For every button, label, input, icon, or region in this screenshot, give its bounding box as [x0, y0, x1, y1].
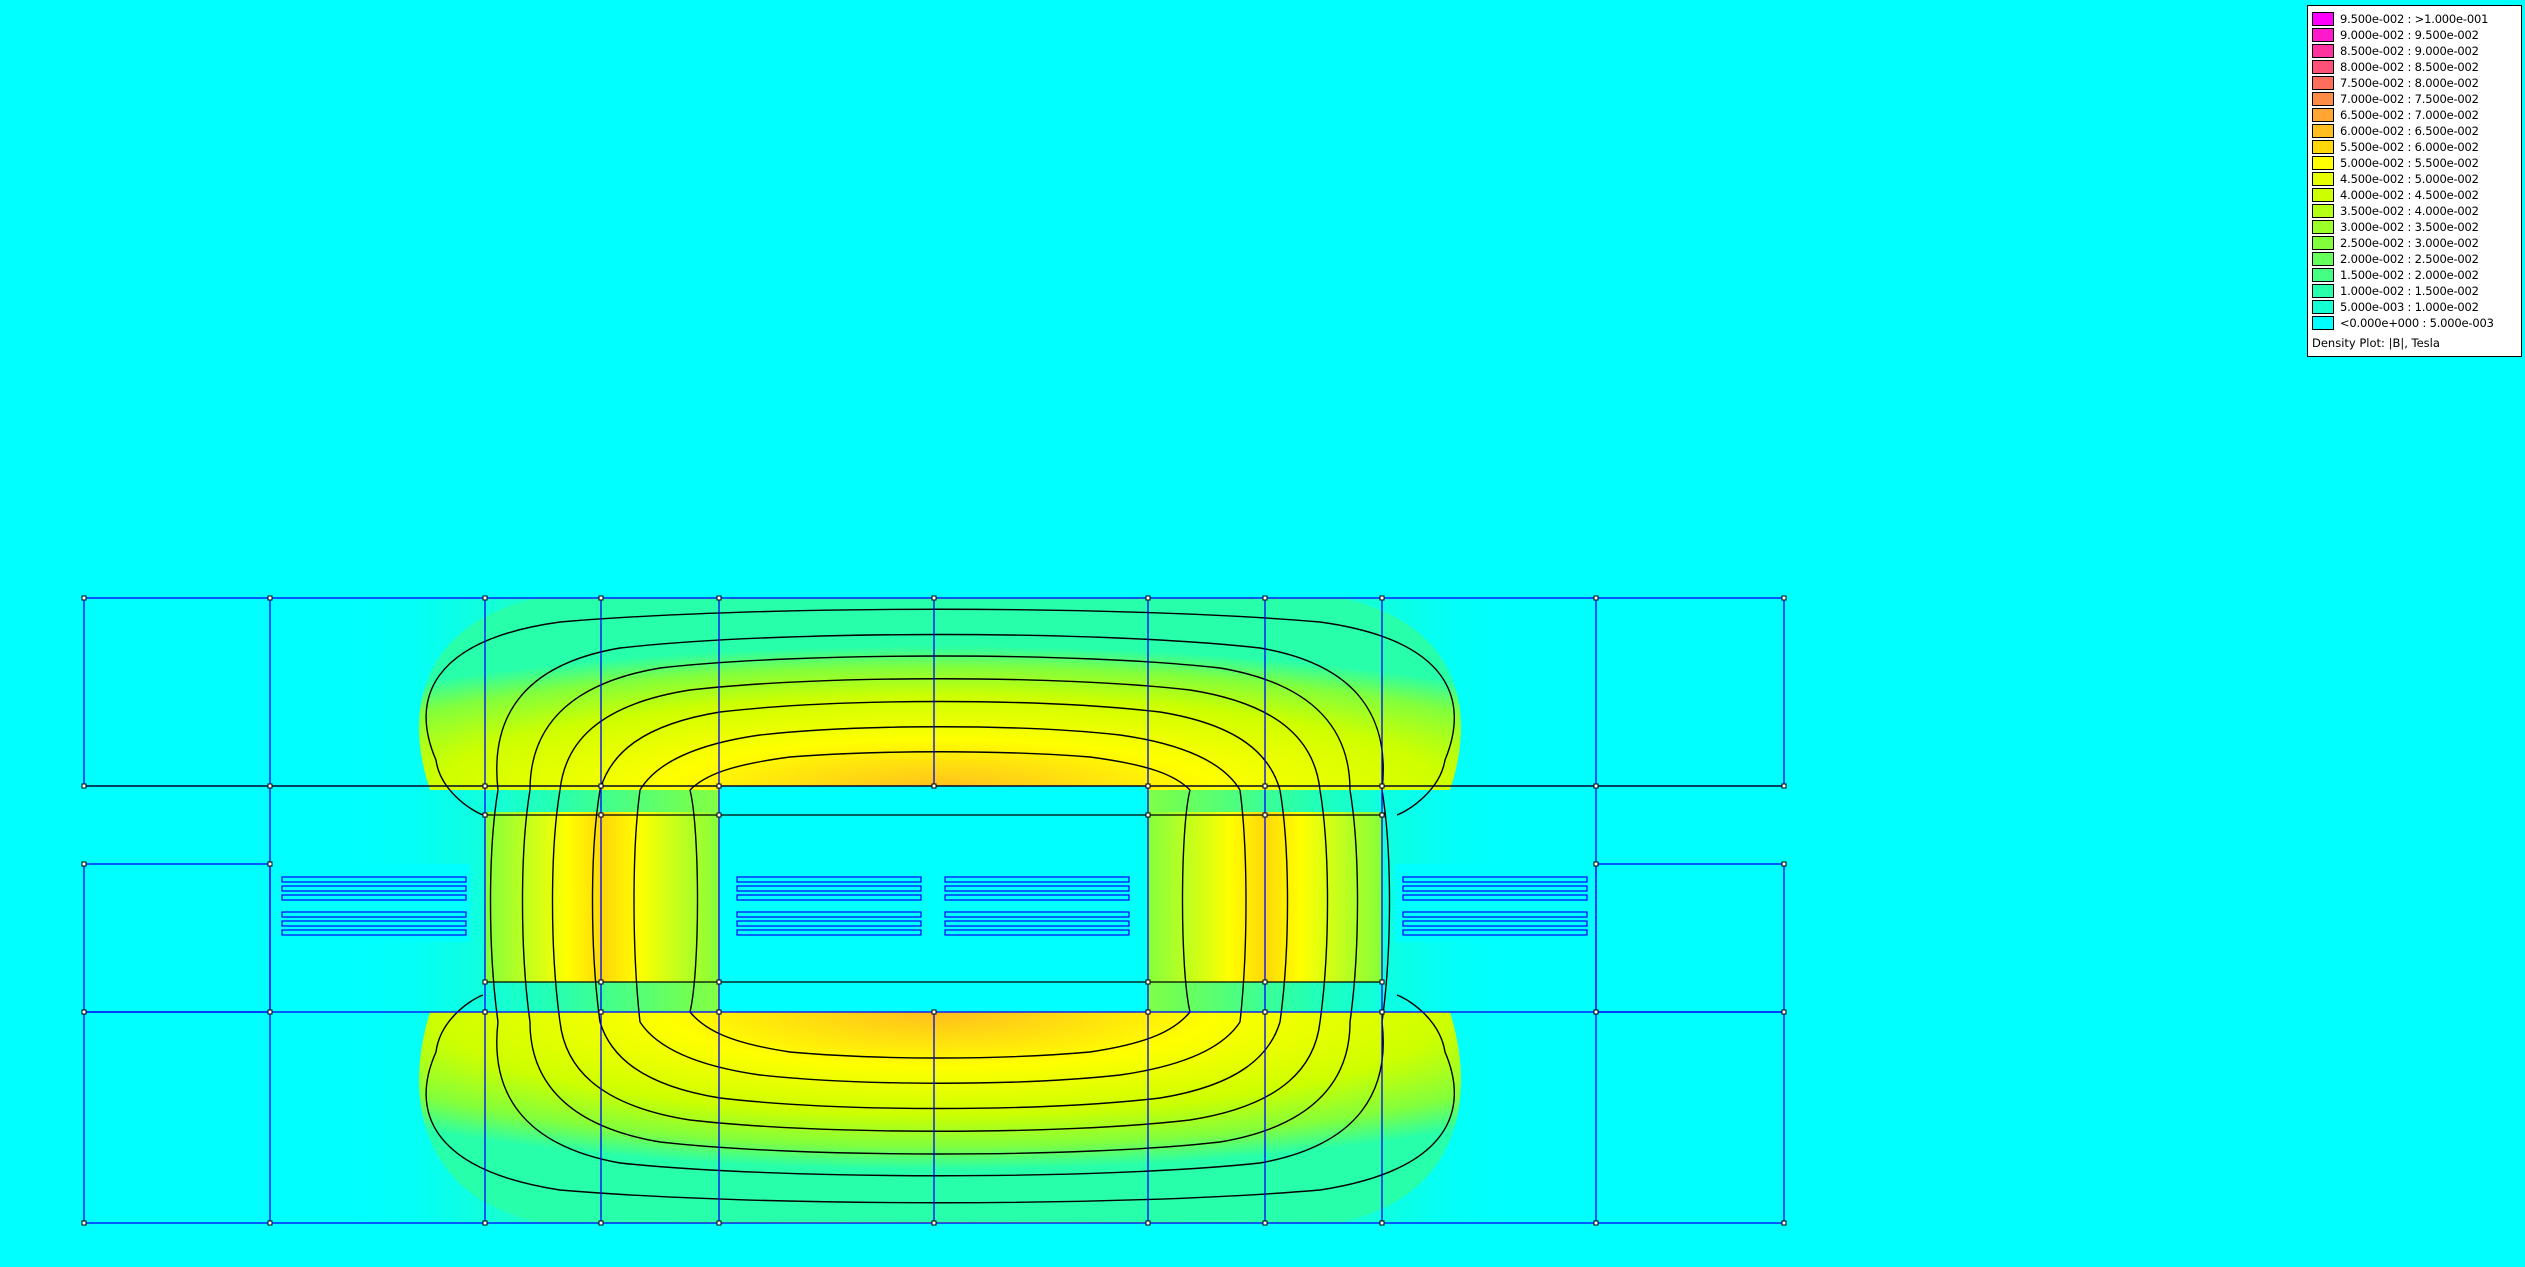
legend-swatch — [2312, 284, 2334, 298]
legend-entry: 6.000e-002 : 6.500e-002 — [2312, 123, 2517, 139]
coil-center-right — [944, 876, 1130, 936]
legend-label: 9.000e-002 : 9.500e-002 — [2340, 28, 2479, 42]
legend-label: 3.000e-002 : 3.500e-002 — [2340, 220, 2479, 234]
legend-label: 6.000e-002 : 6.500e-002 — [2340, 124, 2479, 138]
legend-entry: 6.500e-002 : 7.000e-002 — [2312, 107, 2517, 123]
legend-entry: 2.500e-002 : 3.000e-002 — [2312, 235, 2517, 251]
legend-swatch — [2312, 76, 2334, 90]
legend-label: 8.500e-002 : 9.000e-002 — [2340, 44, 2479, 58]
legend-label: 5.000e-003 : 1.000e-002 — [2340, 300, 2479, 314]
coil-left — [281, 876, 467, 936]
legend-entry: 5.000e-003 : 1.000e-002 — [2312, 299, 2517, 315]
legend-label: 7.500e-002 : 8.000e-002 — [2340, 76, 2479, 90]
legend-swatch — [2312, 188, 2334, 202]
legend-entry: 8.000e-002 : 8.500e-002 — [2312, 59, 2517, 75]
legend-label: <0.000e+000 : 5.000e-003 — [2340, 316, 2494, 330]
legend-entry: <0.000e+000 : 5.000e-003 — [2312, 315, 2517, 331]
legend-label: 4.500e-002 : 5.000e-002 — [2340, 172, 2479, 186]
legend-entry: 1.500e-002 : 2.000e-002 — [2312, 267, 2517, 283]
density-field — [280, 598, 1595, 1223]
legend-entry: 9.500e-002 : >1.000e-001 — [2312, 11, 2517, 27]
legend-entry: 7.000e-002 : 7.500e-002 — [2312, 91, 2517, 107]
density-legend: 9.500e-002 : >1.000e-001 9.000e-002 : 9.5… — [2307, 5, 2522, 357]
coil-windings — [281, 876, 1588, 936]
legend-swatch — [2312, 300, 2334, 314]
legend-swatch — [2312, 236, 2334, 250]
mesh-nodes — [81, 595, 1787, 1226]
legend-swatch — [2312, 140, 2334, 154]
legend-label: 5.500e-002 : 6.000e-002 — [2340, 140, 2479, 154]
legend-entry: 1.000e-002 : 1.500e-002 — [2312, 283, 2517, 299]
legend-entry: 7.500e-002 : 8.000e-002 — [2312, 75, 2517, 91]
legend-entry: 3.000e-002 : 3.500e-002 — [2312, 219, 2517, 235]
legend-label: 1.500e-002 : 2.000e-002 — [2340, 268, 2479, 282]
legend-entry: 5.500e-002 : 6.000e-002 — [2312, 139, 2517, 155]
legend-swatch — [2312, 156, 2334, 170]
legend-swatch — [2312, 12, 2334, 26]
coil-center-left — [736, 876, 922, 936]
flux-contours — [425, 608, 1456, 1204]
legend-label: 2.500e-002 : 3.000e-002 — [2340, 236, 2479, 250]
legend-label: 5.000e-002 : 5.500e-002 — [2340, 156, 2479, 170]
legend-swatch — [2312, 316, 2334, 330]
coil-right — [1402, 876, 1588, 936]
legend-label: 7.000e-002 : 7.500e-002 — [2340, 92, 2479, 106]
legend-swatch — [2312, 92, 2334, 106]
legend-entry: 8.500e-002 : 9.000e-002 — [2312, 43, 2517, 59]
legend-label: 3.500e-002 : 4.000e-002 — [2340, 204, 2479, 218]
legend-label: 2.000e-002 : 2.500e-002 — [2340, 252, 2479, 266]
legend-title: Density Plot: |B|, Tesla — [2312, 336, 2440, 350]
legend-entry: 5.000e-002 : 5.500e-002 — [2312, 155, 2517, 171]
legend-label: 6.500e-002 : 7.000e-002 — [2340, 108, 2479, 122]
legend-swatch — [2312, 204, 2334, 218]
legend-swatch — [2312, 268, 2334, 282]
legend-swatch — [2312, 252, 2334, 266]
legend-entry: 9.000e-002 : 9.500e-002 — [2312, 27, 2517, 43]
legend-label: 1.000e-002 : 1.500e-002 — [2340, 284, 2479, 298]
legend-entry: 2.000e-002 : 2.500e-002 — [2312, 251, 2517, 267]
legend-swatch — [2312, 124, 2334, 138]
legend-entry: 4.500e-002 : 5.000e-002 — [2312, 171, 2517, 187]
legend-label: 9.500e-002 : >1.000e-001 — [2340, 12, 2489, 26]
legend-swatch — [2312, 28, 2334, 42]
legend-swatch — [2312, 108, 2334, 122]
legend-swatch — [2312, 60, 2334, 74]
legend-label: 8.000e-002 : 8.500e-002 — [2340, 60, 2479, 74]
legend-entry: 3.500e-002 : 4.000e-002 — [2312, 203, 2517, 219]
legend-swatch — [2312, 220, 2334, 234]
legend-swatch — [2312, 44, 2334, 58]
legend-swatch — [2312, 172, 2334, 186]
legend-entry: 4.000e-002 : 4.500e-002 — [2312, 187, 2517, 203]
legend-label: 4.000e-002 : 4.500e-002 — [2340, 188, 2479, 202]
